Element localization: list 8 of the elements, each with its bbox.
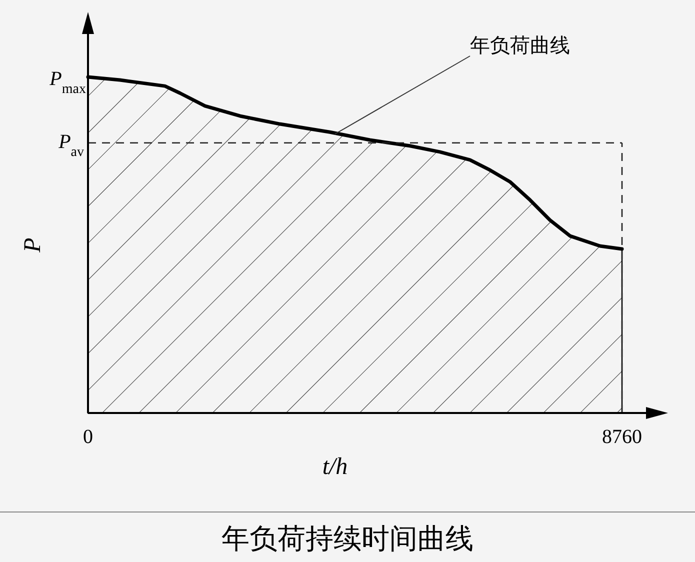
annotation: P$_{max}$ [48, 68, 86, 96]
x-axis-title: t/h [322, 454, 348, 480]
x-tick-label: 8760 [602, 426, 642, 448]
text: 年负荷持续时间曲线 [222, 524, 474, 555]
annotation: 年负荷曲线 [470, 35, 570, 57]
x-tick-label: 0 [83, 426, 93, 448]
ref-line-label: P$_{av}$ [58, 130, 84, 160]
y-axis-title: P [20, 237, 46, 254]
